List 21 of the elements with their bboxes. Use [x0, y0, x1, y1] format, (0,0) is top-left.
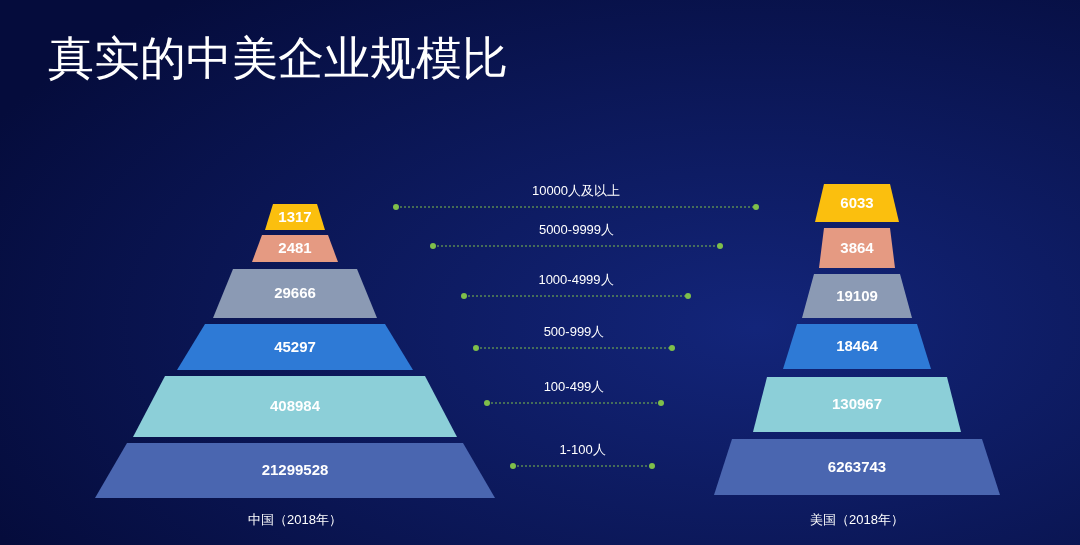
data-label: 130967: [831, 395, 883, 413]
data-label: 29666: [274, 284, 316, 302]
category-label: 10000人及以上: [531, 183, 621, 199]
series-label: 美国（2018年）: [810, 512, 904, 528]
data-label: 3864: [840, 238, 875, 256]
data-label: 1317: [278, 207, 312, 225]
data-label: 21299528: [261, 461, 329, 479]
data-label: 6263743: [827, 457, 887, 475]
category-label: 1-100人: [559, 442, 606, 458]
data-label: 19109: [836, 286, 878, 304]
data-label: 2481: [278, 239, 312, 257]
category-label: 100-499人: [543, 379, 605, 395]
data-label: 45297: [274, 337, 316, 355]
category-label: 5000-9999人: [538, 222, 615, 238]
data-label: 18464: [836, 337, 879, 355]
data-label: 6033: [840, 193, 874, 211]
data-label: 408984: [269, 397, 321, 415]
category-label: 500-999人: [543, 324, 605, 340]
series-label: 中国（2018年）: [248, 512, 342, 528]
text: 真实的中美企业规模比: [48, 32, 508, 85]
category-label: 1000-4999人: [538, 272, 614, 288]
